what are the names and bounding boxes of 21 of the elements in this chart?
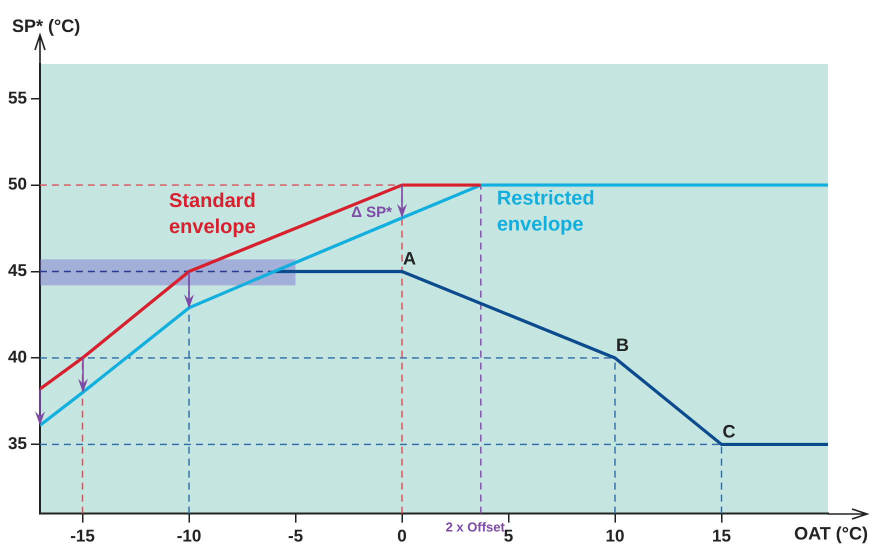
x-tick-label: 0 (397, 526, 407, 546)
series-label: Standard envelope (169, 190, 256, 238)
y-axis-title: SP* (°C) (12, 16, 80, 36)
x-tick-label: -15 (70, 526, 95, 546)
x-tick-label: -10 (176, 526, 202, 546)
text: 2 x Offset (446, 520, 506, 535)
y-tick-label: 35 (8, 434, 27, 454)
x-tick-label: -5 (288, 526, 304, 546)
x-tick-label: 10 (606, 526, 624, 546)
y-tick-label: 55 (8, 88, 27, 108)
series-label: Restricted envelope (496, 188, 595, 236)
y-tick-label: 45 (8, 261, 27, 280)
y-tick-label: 50 (8, 174, 27, 194)
y-tick-label: 40 (8, 348, 27, 367)
x-tick-label: 15 (712, 526, 731, 546)
annotation: A (403, 248, 416, 268)
x-tick-label: 5 (504, 526, 514, 546)
annotation: B (616, 334, 630, 355)
x-axis-title: OAT (°C) (794, 524, 868, 544)
annotation: C (722, 421, 736, 442)
annotation: Δ SP* (351, 204, 392, 222)
